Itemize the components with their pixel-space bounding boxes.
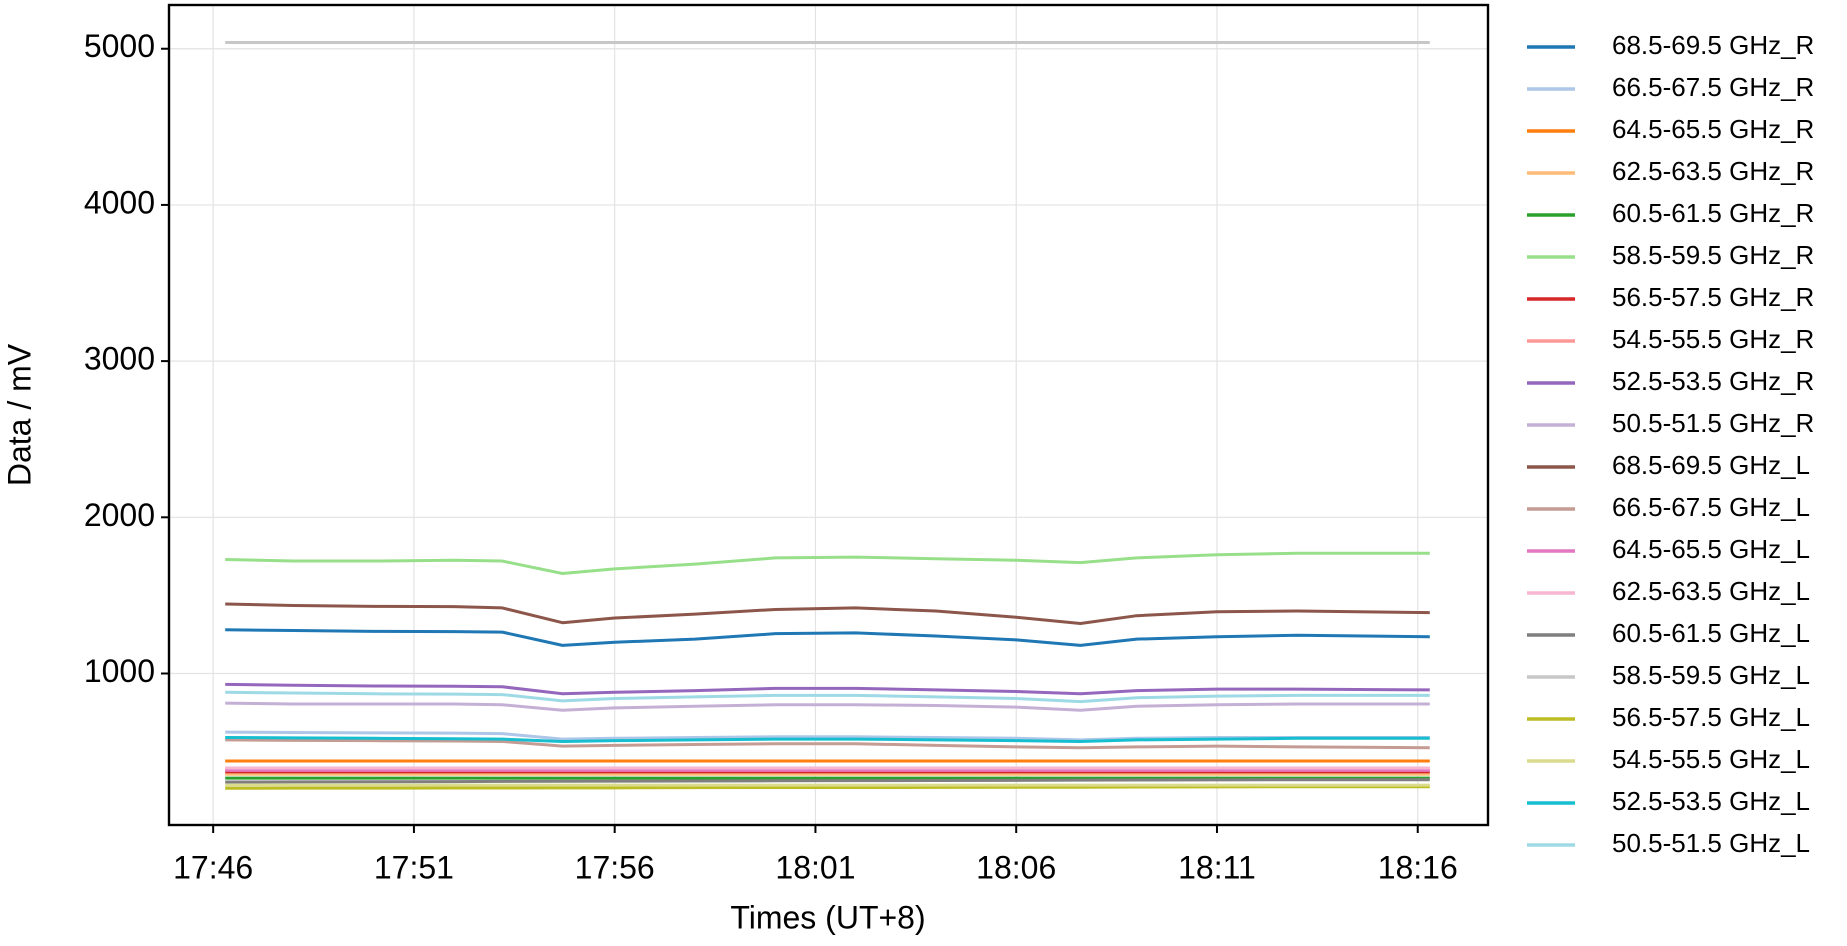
legend-label: 58.5-59.5 GHz_L xyxy=(1612,660,1810,690)
y-tick-label: 4000 xyxy=(84,184,155,220)
y-tick-label: 2000 xyxy=(84,497,155,533)
legend-label: 60.5-61.5 GHz_R xyxy=(1612,198,1814,228)
data-line xyxy=(225,701,1430,712)
data-line xyxy=(225,602,1430,626)
legend-label: 54.5-55.5 GHz_R xyxy=(1612,324,1814,354)
legend-label: 64.5-65.5 GHz_R xyxy=(1612,114,1814,144)
x-tick-label: 17:51 xyxy=(374,849,454,885)
legend-label: 50.5-51.5 GHz_R xyxy=(1612,408,1814,438)
legend-label: 52.5-53.5 GHz_R xyxy=(1612,366,1814,396)
data-line xyxy=(225,736,1430,743)
x-tick-label: 18:01 xyxy=(775,849,855,885)
legend-label: 62.5-63.5 GHz_L xyxy=(1612,576,1810,606)
y-tick-label: 5000 xyxy=(84,28,155,64)
data-line xyxy=(225,690,1430,704)
y-axis-label: Data / mV xyxy=(1,343,37,486)
data-line xyxy=(225,785,1430,790)
legend-label: 54.5-55.5 GHz_L xyxy=(1612,744,1810,774)
plot-frame xyxy=(167,3,1490,827)
data-line xyxy=(225,551,1430,576)
x-tick-label: 17:46 xyxy=(173,849,253,885)
legend-label: 66.5-67.5 GHz_R xyxy=(1612,72,1814,102)
legend-label: 68.5-69.5 GHz_R xyxy=(1612,30,1814,60)
legend-label: 68.5-69.5 GHz_L xyxy=(1612,450,1810,480)
legend-label: 52.5-53.5 GHz_L xyxy=(1612,786,1810,816)
legend-label: 64.5-65.5 GHz_L xyxy=(1612,534,1810,564)
x-axis-label: Times (UT+8) xyxy=(730,899,925,935)
legend-label: 60.5-61.5 GHz_L xyxy=(1612,618,1810,648)
legend-label: 50.5-51.5 GHz_L xyxy=(1612,828,1810,858)
data-line xyxy=(225,730,1430,742)
legend-label: 66.5-67.5 GHz_L xyxy=(1612,492,1810,522)
legend-label: 58.5-59.5 GHz_R xyxy=(1612,240,1814,270)
x-tick-label: 18:06 xyxy=(976,849,1056,885)
data-line xyxy=(225,682,1430,696)
legend-label: 56.5-57.5 GHz_R xyxy=(1612,282,1814,312)
y-tick-label: 1000 xyxy=(84,653,155,689)
x-tick-label: 18:16 xyxy=(1378,849,1458,885)
data-line xyxy=(225,738,1430,750)
y-tick-label: 3000 xyxy=(84,341,155,377)
legend-label: 56.5-57.5 GHz_L xyxy=(1612,702,1810,732)
x-tick-label: 17:56 xyxy=(575,849,655,885)
x-tick-label: 18:11 xyxy=(1178,849,1256,885)
data-line xyxy=(225,628,1430,647)
legend-label: 62.5-63.5 GHz_R xyxy=(1612,156,1814,186)
data-line xyxy=(225,778,1430,784)
